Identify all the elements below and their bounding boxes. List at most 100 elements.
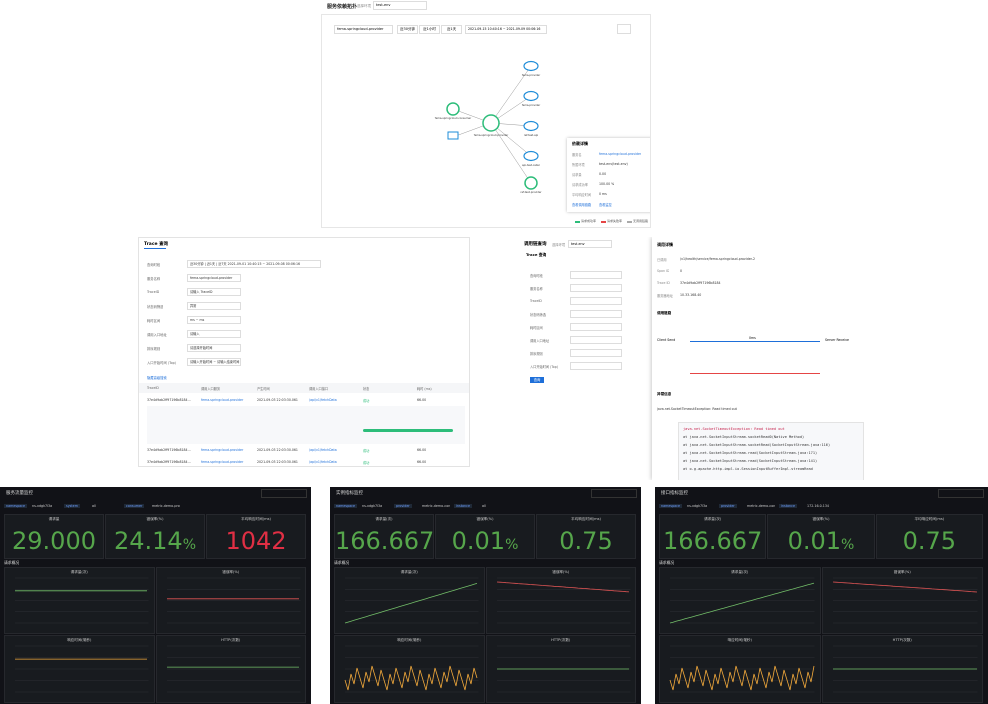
form-control[interactable] (570, 349, 622, 357)
stat-label: 错误率(%) (146, 517, 164, 521)
var-value[interactable]: metric-demo-consumer (422, 504, 450, 508)
form-control[interactable]: 请输入 (187, 330, 241, 338)
var-value[interactable]: ns-xdgk7l3a (687, 504, 708, 508)
chart-panel: HTTP(次数) (155, 635, 306, 703)
var-value[interactable]: metric-demo-consumer (747, 504, 775, 508)
chart-panel: 响应时间(毫秒) (659, 635, 821, 703)
stat-panel: 错误率(%) 0.01% (767, 514, 875, 559)
column-header: TraceID (147, 386, 159, 390)
form-control[interactable]: ms ~ ms (187, 316, 241, 324)
chart-area (15, 645, 149, 693)
detail-key: 请求量 (572, 173, 582, 177)
time-range[interactable]: 2021-09-15 10:40:16 ~ 2021-09-09 00:06:1… (465, 25, 547, 34)
stat-value: 29.000 (12, 527, 96, 555)
cell: 2021-09-03 22:03:30.061 (257, 398, 298, 402)
stat-unit: % (182, 537, 197, 553)
var-value[interactable]: all (92, 504, 96, 508)
chart-panel: 错误率(%) (821, 567, 983, 634)
dashboard-title: 实例指标监控 (336, 491, 363, 496)
stat-value: 0.75 (902, 527, 957, 555)
form-control[interactable] (570, 297, 622, 305)
view-toggle[interactable] (617, 24, 631, 34)
chart-area (832, 645, 977, 693)
node-label: ref-test-api (524, 133, 538, 137)
exception: java.net.SocketTimeoutException: Read ti… (657, 407, 737, 411)
stat-label: 平均响应时间(ms) (241, 517, 271, 521)
cloud-node (523, 150, 539, 162)
time-picker[interactable] (261, 489, 307, 498)
form-label: 调用入口地址 (530, 339, 550, 343)
stat-panel: 请求量(次) 166.667 (659, 514, 767, 559)
card: fema-springcloud-provider 近30分钟 近1小时 近1天 202… (321, 14, 651, 228)
var-name: system (64, 504, 80, 508)
detail-value: 0 (680, 269, 683, 273)
chart-area (344, 645, 479, 693)
stat-unit: % (841, 537, 855, 553)
detail-value: test-env(test-env) (599, 162, 628, 166)
form-control[interactable] (570, 362, 622, 370)
node-label: api-test-caller (522, 163, 541, 167)
range-button[interactable]: 近30分钟 (397, 25, 418, 34)
detail-action[interactable]: 查看调用链路 (572, 203, 592, 207)
time-picker[interactable] (591, 489, 637, 498)
range-button[interactable]: 近1小时 (419, 25, 440, 34)
form-label: 服务名称 (530, 287, 543, 291)
form-control[interactable]: fema-springcloud-provider (187, 274, 241, 282)
panel-title: HTTP(次数) (221, 638, 241, 642)
form-control[interactable]: 近30分钟 | 近1天 | 近7天 2021-09-01 10:40:15 ~ … (187, 260, 321, 268)
cloud-node (523, 90, 539, 102)
arrow-return (690, 373, 820, 374)
edge (490, 65, 532, 124)
form-control[interactable]: 请输入 TraceID (187, 288, 241, 296)
var-value[interactable]: ns-xdgk7l3a (32, 504, 53, 508)
dashboard: 接口指标监控 namespace ns-xdgk7l3a provider metric… (655, 487, 988, 704)
form-control[interactable]: 请选择开始时间 (187, 344, 241, 352)
form-control[interactable] (570, 323, 622, 331)
form-label: 耗时区间 (147, 319, 161, 323)
legend-swatch (601, 221, 606, 223)
panel-title: 错误率(%) (222, 570, 240, 574)
legend-swatch (575, 221, 580, 223)
stat-panel: 错误率(%) 24.14% (105, 514, 205, 559)
cell: 66.00 (417, 460, 427, 464)
dashboard-title: 服务流量监控 (6, 491, 33, 496)
chart-area (669, 645, 815, 693)
stat-value: 0.01% (451, 527, 519, 555)
var-value[interactable]: ns-xdgk7l3a (362, 504, 383, 508)
detail-key: 所属环境 (572, 163, 585, 167)
form-control[interactable] (570, 336, 622, 344)
column-header: 调用入口服务 (201, 387, 221, 391)
detail-key: 请求成功率 (572, 183, 588, 187)
form-control[interactable]: 异常 (187, 302, 241, 310)
server-label: Server Receive (825, 338, 849, 342)
node-label: ref-test-provider (520, 190, 542, 194)
form-control[interactable]: 请输入开始时间 ~ 请输入结束时间 (187, 358, 241, 366)
advanced-link[interactable]: 隐藏高级搜索 (147, 376, 167, 380)
cell: /api/v1/fetchData (309, 460, 337, 464)
submit-button[interactable]: 查询 (530, 377, 544, 383)
var-value[interactable]: 172.16.0.134 (807, 504, 830, 508)
service-select[interactable]: fema-springcloud-provider (334, 25, 393, 34)
range-button[interactable]: 近1天 (441, 25, 462, 34)
drawer-title: 调用详情 (657, 242, 673, 247)
stat-value: 166.667 (663, 527, 763, 555)
chart-area (166, 577, 300, 624)
detail-action[interactable]: 查看监控 (599, 203, 612, 207)
stat-value: 24.14% (113, 527, 197, 555)
series-line (344, 665, 478, 691)
env-select[interactable]: test-env (568, 240, 612, 248)
form-label: TraceID (147, 290, 160, 294)
stat-label: 错误率(%) (812, 517, 830, 521)
var-value[interactable]: metric-demo-provider (152, 504, 180, 508)
var-value[interactable]: all (482, 504, 486, 508)
form-control[interactable] (570, 271, 622, 279)
env-select[interactable]: test-env (373, 1, 427, 10)
time-picker[interactable] (938, 489, 984, 498)
form-control[interactable] (570, 310, 622, 318)
chart-panel: HTTP(次数) (821, 635, 983, 703)
form-control[interactable] (570, 284, 622, 292)
dashboard-title: 接口指标监控 (661, 491, 688, 496)
chart-panel: 请求量(次) (334, 567, 485, 634)
column-header: 产生时间 (257, 387, 270, 391)
